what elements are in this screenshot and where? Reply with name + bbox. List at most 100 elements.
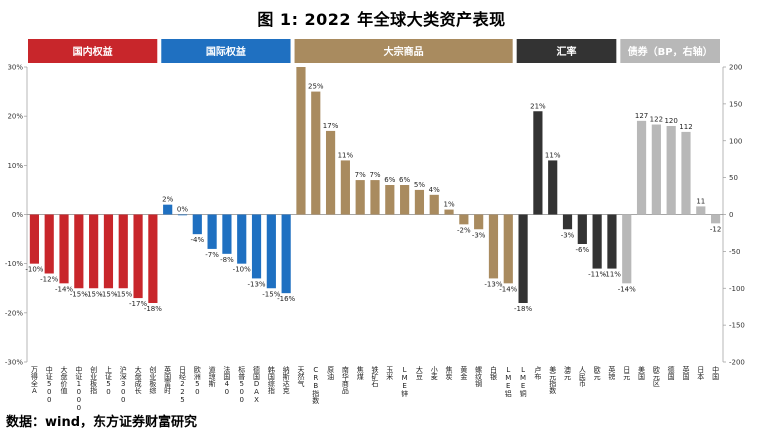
data-label: 6% [399, 176, 410, 184]
data-label: -15% [99, 290, 117, 298]
category-label: 沪深300 [119, 365, 127, 404]
category-label: 美元指数 [549, 365, 557, 395]
data-label: 2% [162, 196, 173, 204]
category-label: 创业板综 [149, 365, 157, 395]
bar [400, 185, 410, 215]
category-label: 欧洲50 [193, 365, 201, 396]
bar [44, 214, 54, 274]
category-label: 德国DAX [253, 365, 261, 404]
data-label: -3% [561, 231, 575, 239]
category-label: 欧元 [593, 365, 601, 381]
data-label: 6% [384, 176, 395, 184]
category-label: 中证500 [45, 365, 53, 404]
bar [103, 214, 114, 289]
category-label: 德国 [667, 365, 675, 381]
bar [163, 204, 173, 215]
category-label: 小麦 [430, 365, 438, 381]
data-label: 11% [545, 151, 561, 159]
bar [118, 214, 128, 289]
bar [444, 209, 454, 215]
data-label: 0% [177, 206, 188, 214]
right-tick-label: -200 [729, 359, 745, 367]
bar [622, 214, 632, 284]
section-label-5: 债券（BP，右轴） [628, 45, 713, 58]
bar [607, 214, 617, 269]
section-header-2 [161, 39, 291, 63]
data-label: -15% [70, 290, 88, 298]
data-label: -13% [247, 280, 265, 288]
bar [533, 111, 543, 215]
data-label: -12% [40, 276, 58, 284]
category-label: 美国 [638, 365, 646, 381]
right-tick-label: -100 [729, 285, 745, 293]
data-label: -17% [129, 300, 147, 308]
bar [207, 214, 217, 249]
data-label: 7% [355, 171, 366, 179]
bar [148, 214, 158, 303]
category-label: 道琼斯 [208, 365, 216, 388]
section-label-1: 国内权益 [73, 45, 113, 58]
category-label: 天然气 [297, 366, 305, 387]
category-label: 焦煤 [356, 365, 364, 381]
bar [251, 214, 262, 279]
bar [133, 214, 143, 299]
bar [459, 214, 469, 225]
category-label: 中国 [712, 365, 720, 381]
category-label: 南华商品 [341, 365, 349, 395]
category-label: 英镑 [608, 365, 616, 381]
category-label: CRB指数 [312, 366, 320, 405]
bar [266, 214, 276, 289]
left-tick-label: 0% [12, 211, 23, 219]
data-label: -18% [144, 305, 162, 313]
data-label: -7% [205, 251, 219, 259]
category-label: 韩国综指 [267, 365, 275, 395]
category-label: 标普500 [238, 365, 246, 404]
bar [192, 214, 202, 235]
bar [429, 194, 439, 215]
data-label: -13% [484, 280, 502, 288]
data-label: -15% [262, 290, 280, 298]
bar [696, 206, 706, 215]
bar [281, 214, 291, 294]
data-label: -16% [277, 295, 295, 303]
category-label: LME铝 [504, 366, 512, 398]
data-label: 112 [679, 123, 692, 131]
bar [562, 214, 573, 230]
data-label: 7% [369, 171, 380, 179]
data-label: 25% [308, 83, 324, 91]
bar [518, 214, 528, 303]
data-label: -3% [472, 231, 486, 239]
category-label: 日本 [697, 366, 705, 381]
section-header-5 [620, 39, 720, 63]
category-label: 螺纹钢 [475, 365, 483, 388]
bar [89, 214, 99, 289]
category-label: 万得全A [30, 366, 38, 395]
category-label: 白银 [489, 365, 497, 381]
bar [355, 180, 365, 215]
right-tick-label: -50 [729, 248, 740, 256]
left-tick-label: -20% [5, 309, 23, 317]
data-label: -15% [114, 290, 132, 298]
section-label-2: 国际权益 [206, 45, 246, 58]
data-label: -11% [603, 271, 621, 279]
left-tick-label: 20% [7, 113, 23, 121]
bar [636, 120, 647, 215]
section-header-4 [516, 39, 617, 63]
data-label: -14% [499, 285, 517, 293]
bar [325, 130, 336, 215]
data-label: -6% [575, 246, 589, 254]
bar [296, 67, 306, 215]
category-label: 黄金 [460, 365, 468, 380]
data-label: -10% [25, 266, 43, 274]
category-label: 法国40 [223, 365, 231, 396]
bar [711, 214, 721, 224]
bar [592, 214, 602, 269]
bar [488, 214, 499, 279]
bar [59, 214, 69, 284]
category-label: 英国富时 [164, 365, 172, 394]
bar [370, 180, 380, 215]
category-label: 上证50 [104, 365, 112, 396]
bar [577, 214, 587, 244]
data-label: -8% [220, 256, 234, 264]
